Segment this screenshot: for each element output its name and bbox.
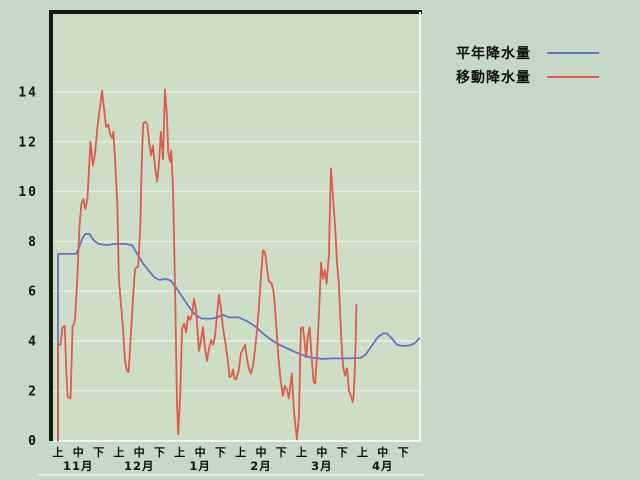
plot-border-right bbox=[419, 12, 421, 441]
x-tick-label: 下 bbox=[337, 446, 348, 459]
x-month-label: 4月 bbox=[372, 459, 394, 473]
legend-label-moving-precipitation: 移動降水量 bbox=[456, 70, 531, 86]
x-month-label: 2月 bbox=[250, 459, 272, 473]
x-tick-label: 中 bbox=[134, 445, 145, 459]
y-tick-label: 8 bbox=[28, 235, 38, 250]
x-tick-label: 下 bbox=[93, 446, 104, 459]
x-tick-label: 下 bbox=[398, 446, 409, 459]
x-tick-label: 中 bbox=[316, 445, 327, 459]
x-tick-label: 下 bbox=[215, 446, 226, 459]
x-month-label: 11月 bbox=[63, 459, 94, 473]
plot-border-left bbox=[49, 10, 53, 441]
x-tick-label: 下 bbox=[154, 446, 165, 459]
x-tick-label: 中 bbox=[256, 445, 267, 459]
x-tick-label: 上 bbox=[235, 445, 246, 459]
plot-background bbox=[53, 14, 419, 441]
x-tick-label: 上 bbox=[53, 445, 64, 459]
x-tick-label: 下 bbox=[276, 446, 287, 459]
chart-legend: 平年降水量 移動降水量 bbox=[456, 44, 599, 86]
panel-edge-line bbox=[38, 474, 424, 476]
y-tick-label: 0 bbox=[28, 434, 38, 449]
x-tick-label: 上 bbox=[174, 445, 185, 459]
legend-label-normal-precipitation: 平年降水量 bbox=[456, 46, 531, 62]
plot-border-top bbox=[49, 10, 422, 14]
x-tick-label: 上 bbox=[357, 445, 368, 459]
y-tick-label: 12 bbox=[18, 135, 38, 150]
legend-item-moving-precipitation: 移動降水量 bbox=[456, 68, 599, 86]
legend-item-normal-precipitation: 平年降水量 bbox=[456, 44, 599, 62]
y-tick-label: 6 bbox=[28, 285, 38, 300]
x-month-label: 12月 bbox=[124, 459, 155, 473]
x-tick-label: 上 bbox=[113, 445, 124, 459]
legend-line-sample-blue bbox=[547, 52, 599, 54]
plot-border-bottom bbox=[53, 440, 421, 442]
x-month-label: 1月 bbox=[189, 459, 211, 473]
y-tick-label: 10 bbox=[18, 185, 38, 200]
x-tick-label: 中 bbox=[73, 445, 84, 459]
series-line-moving-precipitation bbox=[57, 88, 358, 442]
y-tick-label: 4 bbox=[28, 335, 38, 350]
x-tick-label: 中 bbox=[377, 445, 388, 459]
series-line-normal-precipitation bbox=[57, 232, 421, 442]
x-tick-label: 中 bbox=[195, 445, 206, 459]
x-month-label: 3月 bbox=[311, 459, 333, 473]
y-tick-label: 2 bbox=[28, 384, 38, 399]
legend-line-sample-red bbox=[547, 76, 599, 78]
x-tick-label: 上 bbox=[296, 445, 307, 459]
y-tick-label: 14 bbox=[18, 86, 38, 101]
